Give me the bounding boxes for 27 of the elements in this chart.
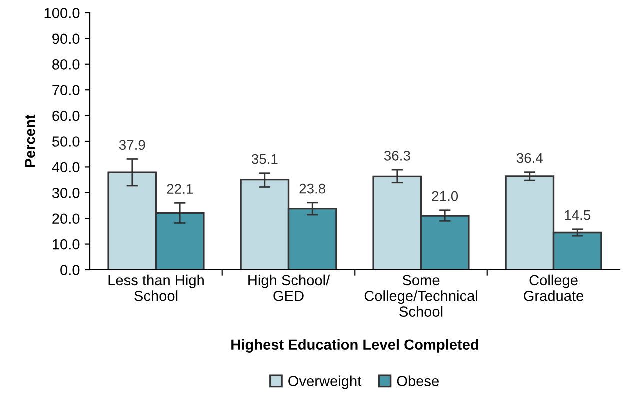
y-tick-label: 90.0 (52, 34, 80, 44)
y-tick-label: 0.0 (60, 265, 80, 276)
x-tick-label: High School/ GED (248, 274, 330, 302)
data-label: 35.1 (252, 154, 278, 164)
data-label: 22.1 (167, 184, 193, 194)
y-tick-label: 80.0 (52, 60, 80, 70)
x-tick-label: College Graduate (524, 274, 584, 302)
y-axis-title: Percent (25, 114, 36, 168)
legend-label: Overweight (288, 376, 362, 390)
y-tick-label: 30.0 (52, 188, 80, 198)
y-tick-label: 60.0 (52, 110, 80, 122)
x-axis-title: Highest Education Level Completed (232, 339, 478, 353)
y-tick-label: 70.0 (52, 85, 80, 96)
data-label: 37.9 (119, 140, 146, 150)
data-label: 21.0 (432, 191, 458, 202)
y-tick-label: 50.0 (52, 136, 80, 147)
y-tick-label: 100.0 (44, 8, 80, 18)
x-tick-label: Less than High School (108, 274, 204, 302)
y-tick-label: 40.0 (52, 162, 80, 173)
x-tick-label: Some College/Technical School (364, 275, 478, 317)
legend-label: Obese (397, 376, 439, 386)
y-tick-label: 20.0 (52, 214, 80, 224)
data-label: 14.5 (565, 210, 591, 220)
data-label: 23.8 (300, 184, 326, 194)
data-label: 36.3 (384, 151, 410, 161)
data-label: 36.4 (516, 153, 544, 164)
y-tick-label: 10.0 (53, 239, 80, 250)
